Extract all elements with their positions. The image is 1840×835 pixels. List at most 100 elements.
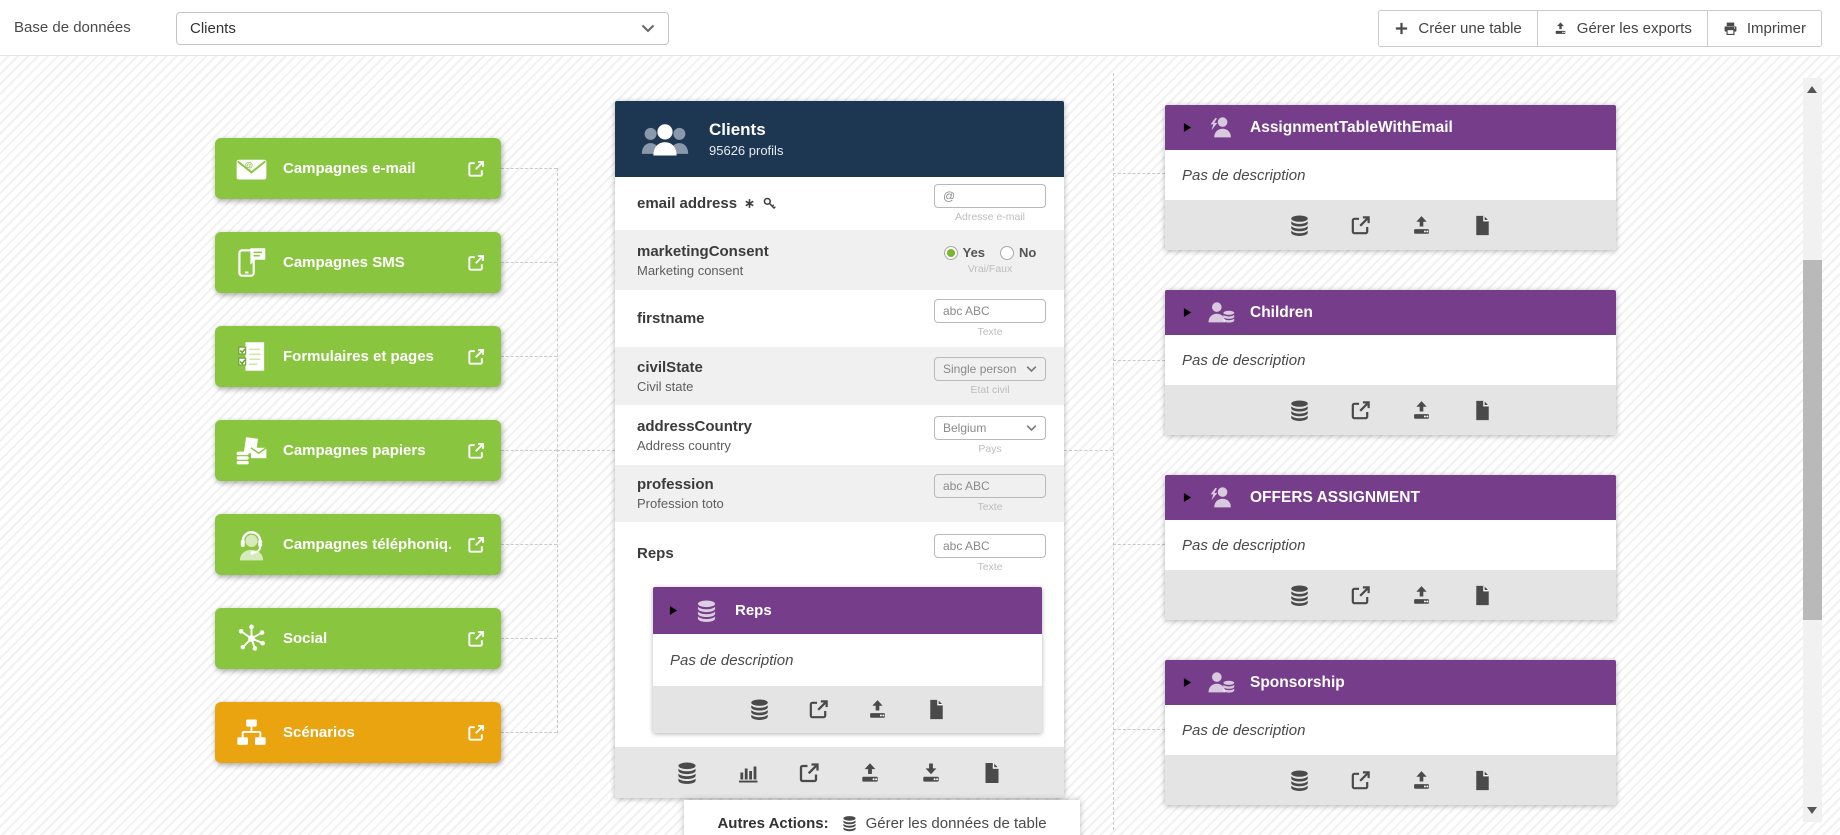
scrollbar-thumb[interactable]	[1803, 260, 1822, 620]
connector-line	[501, 356, 557, 357]
chevron-right-icon	[1183, 122, 1192, 133]
forms-pages-icon	[235, 340, 268, 373]
field-description: Profession toto	[637, 496, 724, 511]
linked-table-title: Sponsorship	[1250, 673, 1345, 691]
external-link-icon[interactable]	[797, 761, 821, 785]
linked-table-title: Children	[1250, 303, 1313, 321]
nav-scenarios[interactable]: Scénarios	[215, 702, 501, 763]
file-icon[interactable]	[1471, 214, 1494, 237]
nav-email-campaigns[interactable]: Campagnes e-mail	[215, 138, 501, 199]
database-icon[interactable]	[748, 698, 771, 721]
radio-no-dot[interactable]	[1000, 245, 1015, 260]
linked-table-header[interactable]: OFFERS ASSIGNMENT	[1165, 475, 1616, 520]
database-icon[interactable]	[1288, 399, 1311, 422]
nav-sms-campaigns[interactable]: Campagnes SMS	[215, 232, 501, 293]
field-description: Marketing consent	[637, 262, 744, 278]
file-icon[interactable]	[925, 698, 948, 721]
connector-line	[501, 262, 557, 263]
linked-table-header[interactable]: Sponsorship	[1165, 660, 1616, 705]
nav-forms-pages[interactable]: Formulaires et pages	[215, 326, 501, 387]
print-button[interactable]: Imprimer	[1706, 10, 1822, 47]
clients-table-header: Clients 95626 profils	[615, 101, 1064, 177]
field-hint: Texte	[977, 501, 1003, 513]
linked-table-title: OFFERS ASSIGNMENT	[1250, 488, 1420, 506]
download-icon[interactable]	[919, 761, 943, 785]
create-table-button[interactable]: Créer une table	[1378, 10, 1538, 47]
upload-icon[interactable]	[1410, 584, 1433, 607]
linked-table-header[interactable]: Children	[1165, 290, 1616, 335]
other-actions-bar: Autres Actions: Gérer les données de tab…	[684, 800, 1080, 835]
firstname-input[interactable]	[934, 299, 1046, 323]
external-link-icon[interactable]	[1349, 399, 1372, 422]
address-country-select[interactable]: Belgium	[934, 415, 1046, 440]
table-select[interactable]: Clients	[176, 12, 669, 45]
topbar: Base de données Clients Créer une table …	[0, 0, 1840, 56]
linked-table-actions	[1165, 755, 1616, 805]
upload-icon[interactable]	[1410, 399, 1433, 422]
reps-subtable-header[interactable]: Reps	[653, 587, 1042, 634]
manage-table-data-link[interactable]: Gérer les données de table	[841, 815, 1047, 832]
upload-icon[interactable]	[858, 761, 882, 785]
external-link-icon	[466, 441, 486, 461]
profession-input[interactable]	[934, 474, 1046, 498]
required-asterisk-icon	[744, 198, 755, 209]
chevron-right-icon	[1183, 492, 1192, 503]
linked-table-card-children: Children Pas de description	[1165, 290, 1616, 435]
sms-campaign-icon	[235, 246, 268, 279]
connector-line	[501, 168, 557, 169]
file-icon[interactable]	[1471, 584, 1494, 607]
bar-chart-icon[interactable]	[736, 761, 760, 785]
vertical-scrollbar[interactable]	[1803, 78, 1822, 822]
upload-icon[interactable]	[866, 698, 889, 721]
user-bolt-icon	[1206, 485, 1236, 510]
key-icon	[762, 196, 777, 211]
radio-no[interactable]: No	[1000, 245, 1036, 260]
table-select-value: Clients	[190, 20, 236, 37]
connector-line	[1113, 360, 1165, 361]
database-icon[interactable]	[675, 761, 699, 785]
database-icon[interactable]	[1288, 214, 1311, 237]
other-actions-label: Autres Actions:	[717, 814, 829, 832]
printer-icon	[1723, 21, 1738, 36]
social-network-icon	[235, 622, 268, 655]
radio-yes[interactable]: Yes	[943, 245, 985, 260]
nav-paper-campaigns[interactable]: Campagnes papiers	[215, 420, 501, 481]
external-link-icon	[466, 347, 486, 367]
upload-icon[interactable]	[1410, 769, 1433, 792]
clients-table-card: Clients 95626 profils email address Adre…	[615, 101, 1064, 798]
plus-icon	[1394, 21, 1409, 36]
field-row-marketing-consent: marketingConsent Marketing consent Yes N…	[615, 230, 1064, 290]
linked-table-description: Pas de description	[1165, 150, 1616, 200]
external-link-icon[interactable]	[807, 698, 830, 721]
linked-table-description: Pas de description	[1165, 335, 1616, 385]
chevron-down-icon	[1026, 365, 1037, 373]
email-address-input[interactable]	[934, 184, 1046, 208]
manage-exports-button[interactable]: Gérer les exports	[1536, 10, 1708, 47]
file-icon[interactable]	[1471, 769, 1494, 792]
nav-social[interactable]: Social	[215, 608, 501, 669]
connector-line	[501, 450, 557, 451]
linked-table-header[interactable]: AssignmentTableWithEmail	[1165, 105, 1616, 150]
civil-state-select[interactable]: Single person	[934, 356, 1046, 381]
upload-icon[interactable]	[1410, 214, 1433, 237]
database-icon[interactable]	[1288, 584, 1311, 607]
field-hint: Adresse e-mail	[954, 211, 1026, 223]
page-title: Base de données	[14, 19, 131, 36]
database-icon[interactable]	[1288, 769, 1311, 792]
linked-table-title: AssignmentTableWithEmail	[1250, 118, 1453, 136]
external-link-icon[interactable]	[1349, 769, 1372, 792]
field-row-profession: profession Profession toto Texte	[615, 465, 1064, 522]
user-database-icon	[1206, 670, 1236, 695]
connector-line	[501, 544, 557, 545]
chevron-right-icon	[669, 605, 678, 616]
external-link-icon[interactable]	[1349, 584, 1372, 607]
nav-phone-campaigns[interactable]: Campagnes téléphoniq...	[215, 514, 501, 575]
external-link-icon[interactable]	[1349, 214, 1372, 237]
file-icon[interactable]	[980, 761, 1004, 785]
scroll-down-arrow[interactable]	[1807, 807, 1817, 814]
radio-yes-dot[interactable]	[943, 245, 958, 260]
file-icon[interactable]	[1471, 399, 1494, 422]
reps-input[interactable]	[934, 533, 1046, 558]
scroll-up-arrow[interactable]	[1807, 86, 1817, 93]
